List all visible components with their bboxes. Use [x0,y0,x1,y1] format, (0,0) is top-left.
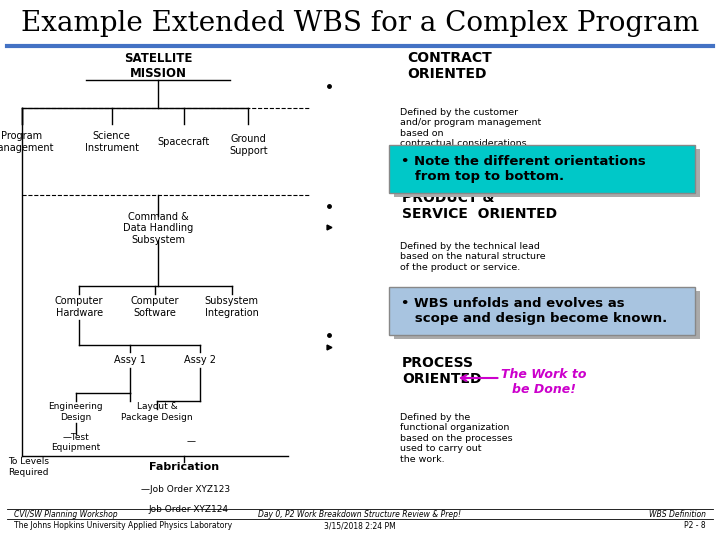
Text: • WBS unfolds and evolves as
   scope and design become known.: • WBS unfolds and evolves as scope and d… [401,297,667,325]
Text: —Job Order XYZ123: —Job Order XYZ123 [141,485,230,494]
Text: SATELLITE
MISSION: SATELLITE MISSION [125,52,192,80]
Text: Subsystem
Integration: Subsystem Integration [205,296,259,318]
Text: Engineering
Design: Engineering Design [48,402,103,422]
Text: Science
Instrument: Science Instrument [85,131,138,153]
Text: The Work to
be Done!: The Work to be Done! [501,368,586,396]
Text: PROCESS
ORIENTED: PROCESS ORIENTED [402,356,481,386]
FancyBboxPatch shape [394,149,700,197]
Text: Defined by the technical lead
based on the natural structure
of the product or s: Defined by the technical lead based on t… [400,242,545,272]
Text: Computer
Hardware: Computer Hardware [55,296,104,318]
Text: Defined by the
functional organization
based on the processes
used to carry out
: Defined by the functional organization b… [400,413,512,464]
Text: WBS Definition: WBS Definition [649,510,706,518]
Text: PRODUCT &
SERVICE  ORIENTED: PRODUCT & SERVICE ORIENTED [402,191,557,221]
FancyBboxPatch shape [394,291,700,339]
FancyBboxPatch shape [389,287,695,335]
Text: • Note the different orientations
   from top to bottom.: • Note the different orientations from t… [401,155,646,183]
Text: CVI/SW Planning Workshop: CVI/SW Planning Workshop [14,510,118,518]
Text: CONTRACT
ORIENTED: CONTRACT ORIENTED [407,51,492,81]
Text: Spacecraft: Spacecraft [158,137,210,147]
Text: Program
Management: Program Management [0,131,54,153]
Text: —Test
Equipment: —Test Equipment [51,433,100,453]
Text: Day 0, P2 Work Breakdown Structure Review & Prep!: Day 0, P2 Work Breakdown Structure Revie… [258,510,462,518]
Text: Example Extended WBS for a Complex Program: Example Extended WBS for a Complex Progr… [21,10,699,37]
Text: P2 - 8: P2 - 8 [684,522,706,530]
Text: Ground
Support: Ground Support [229,134,268,156]
Text: Command &
Data Handling
Subsystem: Command & Data Handling Subsystem [123,212,194,245]
Text: Assy 1: Assy 1 [114,355,145,365]
Text: Fabrication: Fabrication [148,462,219,472]
Text: Computer
Software: Computer Software [130,296,179,318]
Text: —: — [186,437,195,446]
Text: Job Order XYZ124: Job Order XYZ124 [148,505,229,514]
FancyBboxPatch shape [389,145,695,193]
Text: 3/15/2018 2:24 PM: 3/15/2018 2:24 PM [324,522,396,530]
Text: Defined by the customer
and/or program management
based on
contractual considera: Defined by the customer and/or program m… [400,108,541,148]
Text: To Levels
Required: To Levels Required [9,457,49,477]
Text: Layout &
Package Design: Layout & Package Design [121,402,193,422]
Text: The Johns Hopkins University Applied Physics Laboratory: The Johns Hopkins University Applied Phy… [14,522,233,530]
Text: Assy 2: Assy 2 [184,355,216,365]
